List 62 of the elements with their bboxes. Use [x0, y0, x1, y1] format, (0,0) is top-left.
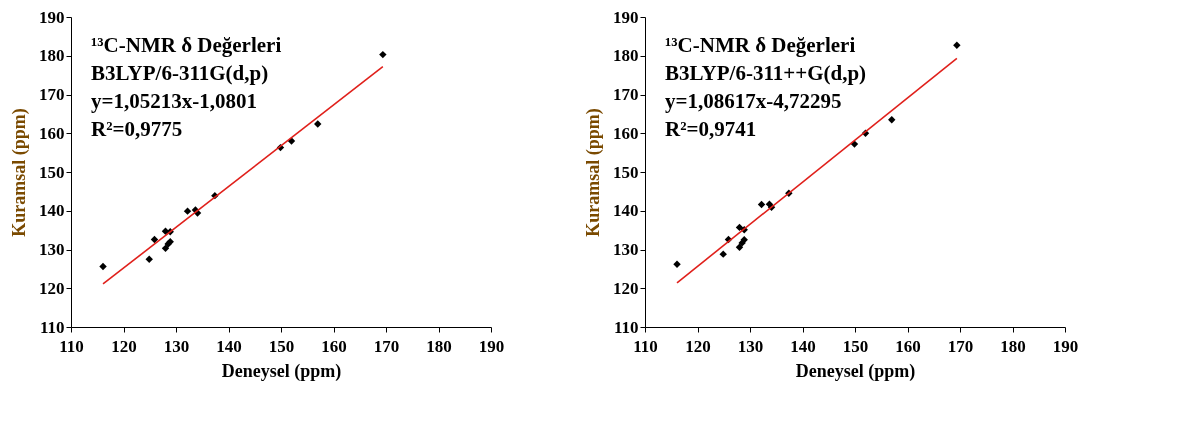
x-tick-label: 140: [790, 336, 816, 356]
x-tick-label: 180: [426, 336, 452, 356]
point: [953, 41, 961, 49]
y-tick-label: 120: [39, 278, 65, 298]
y-tick-label: 170: [613, 85, 639, 104]
y-tick-label: 140: [39, 201, 65, 221]
x-axis-title: Deneysel (ppm): [795, 360, 916, 382]
y-tick-label: 180: [613, 46, 639, 66]
point: [99, 262, 107, 271]
x-tick-label: 130: [163, 336, 190, 356]
x-tick-label: 160: [321, 336, 347, 356]
y-tick-label: 180: [39, 46, 65, 66]
annotation: y=1,08617x-4,72295: [665, 89, 842, 113]
y-axis-title: Kuramsal (ppm): [9, 108, 30, 237]
point: [735, 223, 744, 232]
x-tick-label: 120: [685, 336, 711, 356]
x-tick-label: 190: [1052, 336, 1079, 356]
annotation: ¹³C-NMR δ Değerleri: [91, 33, 282, 57]
annotation: R²=0,9775: [91, 117, 183, 141]
point: [850, 140, 859, 148]
point: [719, 250, 727, 258]
annotation: ¹³C-NMR δ Değerleri: [665, 33, 856, 57]
annotation: B3LYP/6-311G(d,p): [91, 61, 269, 85]
point: [183, 207, 192, 215]
annotation: B3LYP/6-311++G(d,p): [665, 61, 867, 85]
x-tick-label: 120: [111, 336, 137, 356]
x-tick-label: 160: [895, 336, 921, 356]
y-tick-label: 160: [613, 123, 639, 143]
y-tick-label: 140: [613, 201, 639, 221]
point: [735, 243, 744, 251]
point: [379, 50, 387, 59]
x-tick-label: 190: [478, 336, 505, 356]
y-tick-label: 150: [613, 162, 639, 182]
x-tick-label: 170: [373, 336, 400, 356]
x-tick-label: 140: [216, 336, 242, 356]
y-tick-label: 170: [39, 85, 65, 104]
annotation: R²=0,9741: [665, 117, 757, 141]
y-tick-label: 130: [613, 240, 639, 259]
y-tick-label: 110: [39, 317, 65, 337]
y-tick-label: 190: [613, 7, 639, 27]
y-tick-label: 130: [39, 240, 65, 259]
point: [314, 120, 322, 128]
point: [888, 115, 896, 124]
point: [161, 244, 170, 253]
x-tick-label: 130: [737, 336, 764, 356]
point: [757, 200, 766, 209]
annotation: y=1,05213x-1,0801: [91, 89, 257, 113]
y-tick-label: 190: [39, 7, 65, 27]
y-tick-label: 120: [613, 278, 639, 298]
x-tick-label: 110: [633, 336, 658, 356]
x-tick-label: 110: [59, 336, 84, 356]
point: [150, 235, 159, 244]
y-axis-title: Kuramsal (ppm): [583, 108, 604, 237]
x-tick-label: 180: [1000, 336, 1026, 356]
x-tick-label: 170: [947, 336, 974, 356]
x-tick-label: 150: [842, 336, 869, 356]
point: [145, 255, 153, 263]
y-tick-label: 110: [613, 317, 639, 337]
y-tick-label: 160: [39, 123, 65, 143]
y-tick-label: 150: [39, 162, 65, 182]
x-tick-label: 150: [268, 336, 295, 356]
x-axis-title: Deneysel (ppm): [221, 360, 342, 382]
